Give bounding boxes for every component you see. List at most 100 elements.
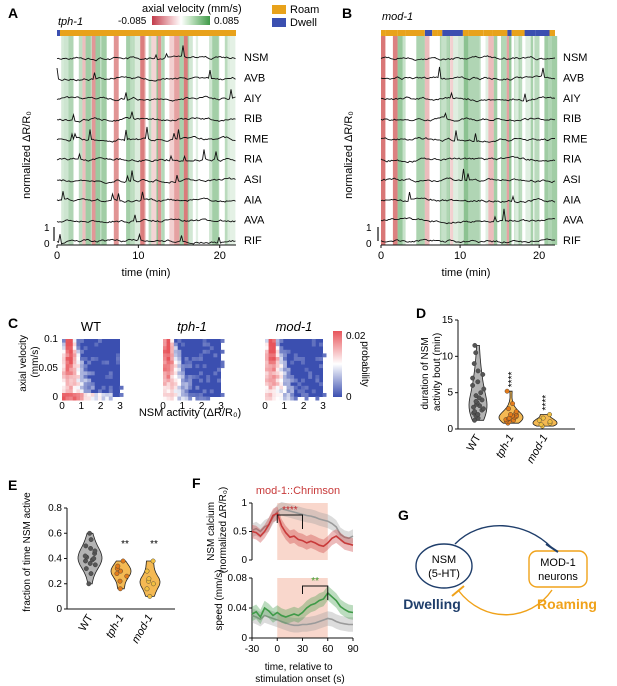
heatmap-cell bbox=[90, 385, 95, 390]
heatmap-cell bbox=[188, 378, 193, 383]
heatmap-cell bbox=[83, 382, 88, 387]
heatmap-x-tick-label: 2 bbox=[98, 401, 104, 412]
data-point bbox=[120, 558, 126, 564]
heatmap-cell bbox=[181, 367, 185, 372]
heatmap-cell bbox=[275, 367, 280, 372]
heatmap-cell bbox=[87, 389, 92, 394]
significance-stars: **** bbox=[541, 395, 552, 411]
heatmap-cell bbox=[72, 342, 77, 347]
mod1-label-line1: MOD-1 bbox=[540, 557, 575, 569]
data-point bbox=[118, 568, 124, 574]
heatmap-cell bbox=[268, 375, 273, 379]
heatmap-cell bbox=[315, 396, 320, 401]
heatmap-cell bbox=[272, 353, 277, 358]
heatmap-cell bbox=[166, 342, 171, 347]
heatmap-cell bbox=[80, 364, 84, 369]
significance-stars: ** bbox=[150, 539, 158, 550]
heatmap-cell bbox=[177, 353, 182, 358]
dwell-segment bbox=[424, 30, 433, 36]
heatmap-cell bbox=[170, 371, 175, 376]
heatmap-cell bbox=[209, 389, 214, 394]
velocity-stripe bbox=[187, 36, 190, 245]
panel-b-scale-top: 1 bbox=[366, 223, 372, 234]
panel-c-letter: C bbox=[8, 315, 18, 331]
heatmap-cell bbox=[268, 367, 273, 372]
y-tick-label: 0 bbox=[241, 555, 247, 566]
heatmap-cell bbox=[188, 364, 193, 369]
x-tick-label: -30 bbox=[245, 644, 260, 655]
heatmap-cell bbox=[272, 367, 277, 372]
trace-rib bbox=[56, 111, 236, 123]
heatmap-cell bbox=[199, 353, 203, 358]
heatmap-cell bbox=[293, 385, 298, 390]
roaming-label: Roaming bbox=[537, 596, 597, 612]
velocity-stripe bbox=[169, 36, 175, 245]
heatmap-cell bbox=[62, 339, 66, 343]
roam-segment bbox=[432, 30, 438, 36]
roam-segment bbox=[483, 30, 493, 36]
group-label: mod-1 bbox=[130, 613, 156, 646]
y-tick-label: 0.2 bbox=[48, 579, 62, 590]
heatmap-cell bbox=[265, 382, 269, 387]
roam-segment bbox=[405, 30, 417, 36]
heatmap-cell bbox=[181, 382, 185, 387]
heatmap-cell bbox=[170, 396, 175, 401]
heatmap-cell bbox=[101, 385, 106, 390]
heatmap-cell bbox=[184, 396, 189, 401]
heatmap-cell bbox=[275, 385, 280, 390]
heatmap-cell bbox=[83, 393, 88, 397]
heatmap-cell bbox=[283, 357, 287, 361]
heatmap-cell bbox=[301, 378, 305, 383]
heatmap-cell bbox=[265, 375, 269, 379]
heatmap-cell bbox=[170, 393, 175, 397]
heatmap-cell bbox=[268, 378, 273, 383]
heatmap-cell bbox=[116, 360, 120, 365]
roam-segment bbox=[462, 30, 469, 36]
heatmap-cell bbox=[62, 396, 66, 401]
data-point bbox=[536, 417, 542, 423]
heatmap-cell bbox=[62, 346, 66, 351]
heatmap-y-tick-label: 0.1 bbox=[44, 334, 58, 345]
heatmap-title-0: WT bbox=[81, 319, 101, 334]
roam-segment bbox=[549, 30, 555, 36]
series-line bbox=[251, 614, 353, 627]
velocity-stripe bbox=[156, 36, 158, 245]
velocity-stripe bbox=[140, 36, 145, 245]
heatmap-x-tick-label: 0 bbox=[262, 401, 268, 412]
trace-ria bbox=[380, 155, 556, 164]
heatmap-cell bbox=[272, 375, 277, 379]
data-point bbox=[82, 553, 88, 559]
data-point bbox=[508, 412, 513, 417]
heatmap-cell bbox=[279, 371, 284, 376]
heatmap-cell bbox=[202, 342, 207, 347]
heatmap-cell bbox=[275, 346, 280, 351]
heatmap-cell bbox=[62, 385, 66, 390]
heatmap-cell bbox=[265, 353, 269, 358]
heatmap-cell bbox=[163, 375, 167, 379]
neuron-label-avb: AVB bbox=[244, 73, 265, 85]
velocity-stripe bbox=[515, 36, 519, 245]
heatmap-cell bbox=[275, 396, 280, 401]
heatmap-cell bbox=[119, 385, 124, 390]
heatmap-cell bbox=[76, 396, 81, 401]
heatmap-x-tick-label: 2 bbox=[199, 401, 205, 412]
data-point bbox=[115, 563, 121, 569]
data-point bbox=[473, 393, 479, 398]
heatmap-cell bbox=[322, 353, 327, 358]
velocity-stripe bbox=[68, 36, 74, 245]
trace-rif bbox=[56, 232, 236, 245]
y-tick-label: 0 bbox=[241, 633, 247, 644]
heatmap-cell bbox=[188, 375, 193, 379]
heatmap-cell bbox=[90, 393, 95, 397]
heatmap-cell bbox=[69, 393, 74, 397]
roam-segment bbox=[511, 30, 525, 36]
heatmap-cell bbox=[166, 378, 171, 383]
heatmap-cell bbox=[65, 393, 70, 397]
heatmap-cell bbox=[163, 342, 167, 347]
heatmap-cell bbox=[105, 360, 110, 365]
heatmap-cell bbox=[272, 382, 277, 387]
heatmap-cell bbox=[279, 382, 284, 387]
heatmap-cell bbox=[76, 375, 81, 379]
heatmap-cell bbox=[268, 342, 273, 347]
heatmap-x-tick-label: 3 bbox=[320, 401, 326, 412]
